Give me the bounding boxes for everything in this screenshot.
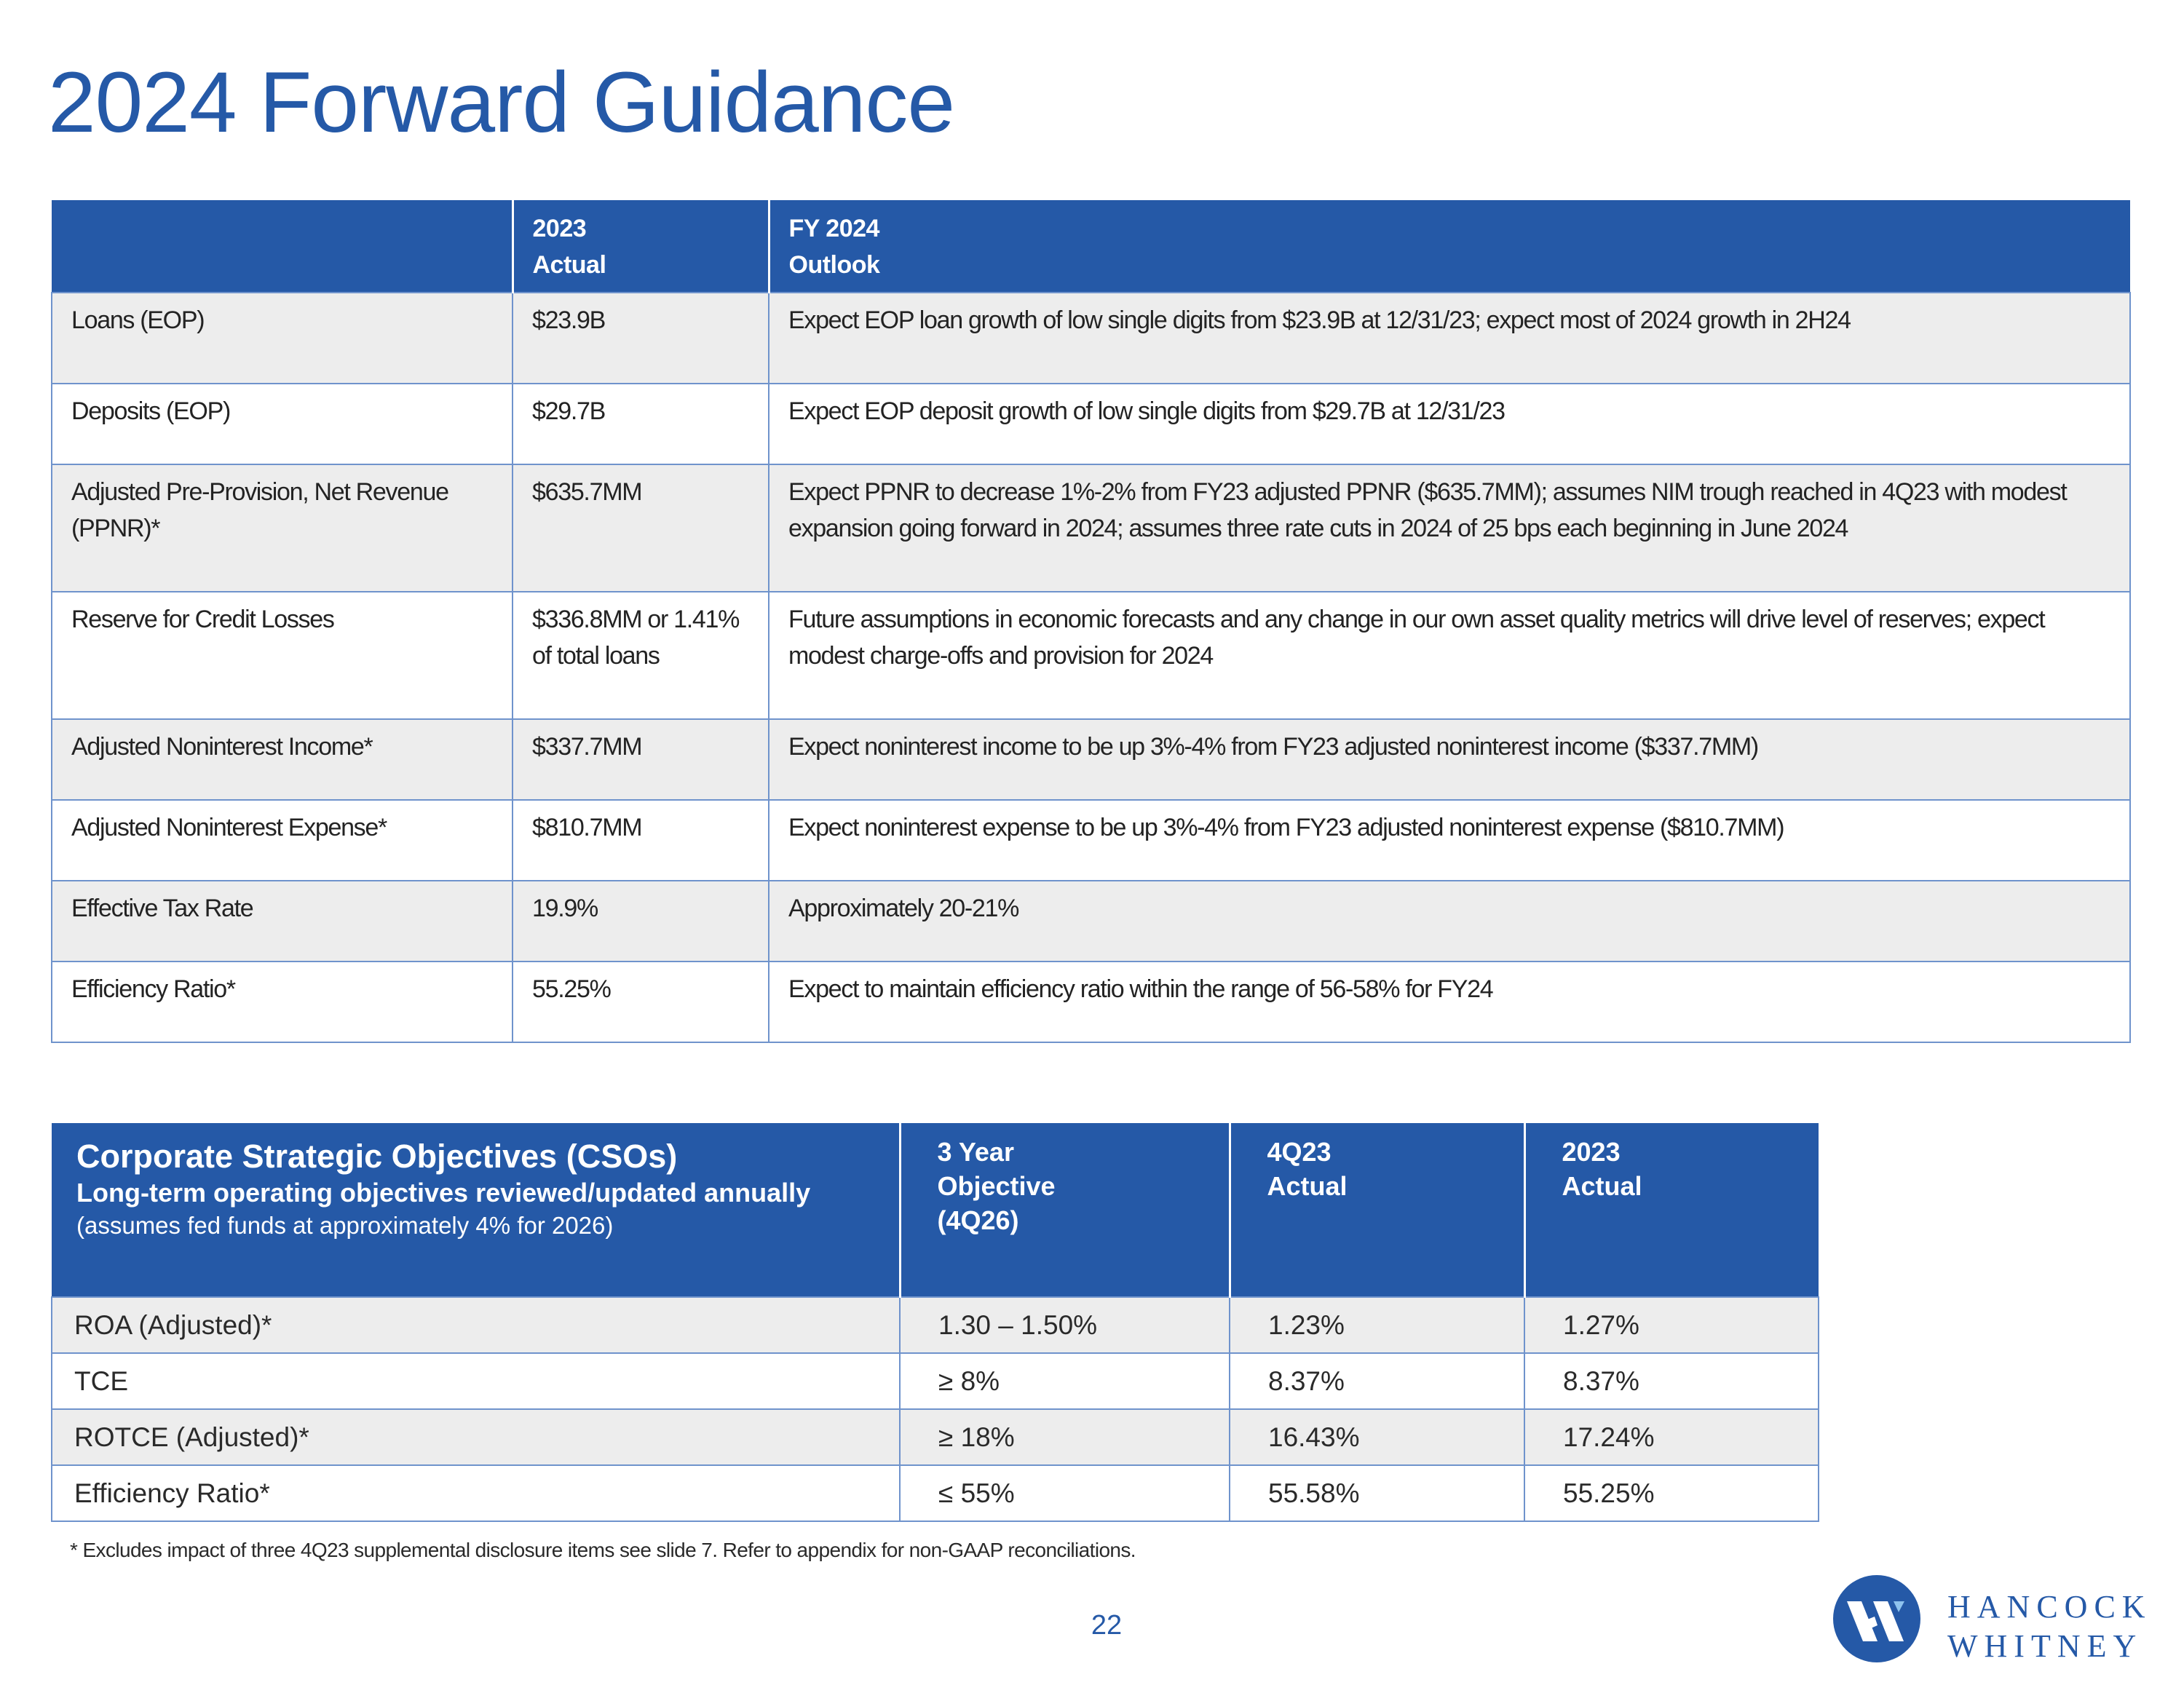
table-row: ROA (Adjusted)* 1.30 – 1.50% 1.23% 1.27%: [51, 1296, 1819, 1354]
metric-label: Efficiency Ratio*: [51, 961, 513, 1043]
cso-metric-label: TCE: [51, 1352, 901, 1410]
cso-objective: ≥ 18%: [899, 1408, 1230, 1466]
cso-2023-actual: 1.27%: [1524, 1296, 1819, 1354]
actual-value: $337.7MM: [512, 718, 769, 801]
table-row: Efficiency Ratio* 55.25% Expect to maint…: [51, 961, 2131, 1043]
outlook-text: Expect noninterest expense to be up 3%-4…: [768, 799, 2131, 881]
hancock-whitney-h-mark-icon: [1833, 1575, 1920, 1662]
table-row: ROTCE (Adjusted)* ≥ 18% 16.43% 17.24%: [51, 1408, 1819, 1466]
header-4q23-actual: 4Q23 Actual: [1228, 1123, 1524, 1297]
outlook-text: Approximately 20-21%: [768, 880, 2131, 962]
cso-objective: ≤ 55%: [899, 1464, 1230, 1522]
cso-4q23-actual: 16.43%: [1229, 1408, 1525, 1466]
outlook-text: Future assumptions in economic forecasts…: [768, 591, 2131, 720]
actual-value: $635.7MM: [512, 464, 769, 592]
table-row: Efficiency Ratio* ≤ 55% 55.58% 55.25%: [51, 1464, 1819, 1522]
cso-metric-label: Efficiency Ratio*: [51, 1464, 901, 1522]
cso-subtitle: Long-term operating objectives reviewed/…: [76, 1178, 811, 1208]
cso-objective: 1.30 – 1.50%: [899, 1296, 1230, 1354]
corporate-strategic-objectives-table: Corporate Strategic Objectives (CSOs) Lo…: [51, 1123, 1819, 1522]
outlook-text: Expect EOP loan growth of low single dig…: [768, 292, 2131, 384]
cso-title: Corporate Strategic Objectives (CSOs): [76, 1138, 678, 1175]
cso-2023-actual: 8.37%: [1524, 1352, 1819, 1410]
guidance-header-row: 2023 Actual FY 2024 Outlook: [52, 200, 2130, 293]
cso-metric-label: ROA (Adjusted)*: [51, 1296, 901, 1354]
outlook-text: Expect PPNR to decrease 1%-2% from FY23 …: [768, 464, 2131, 592]
cso-4q23-actual: 8.37%: [1229, 1352, 1525, 1410]
header-fy2024-outlook: FY 2024 Outlook: [767, 200, 2130, 293]
table-row: Reserve for Credit Losses $336.8MM or 1.…: [51, 591, 2131, 720]
cso-header-row: Corporate Strategic Objectives (CSOs) Lo…: [52, 1123, 1819, 1297]
metric-label: Effective Tax Rate: [51, 880, 513, 962]
actual-value: 19.9%: [512, 880, 769, 962]
metric-label: Adjusted Noninterest Income*: [51, 718, 513, 801]
metric-label: Loans (EOP): [51, 292, 513, 384]
cso-4q23-actual: 1.23%: [1229, 1296, 1525, 1354]
actual-value: $29.7B: [512, 383, 769, 465]
header-2023-actual: 2023 Actual: [1523, 1123, 1819, 1297]
footnote: * Excludes impact of three 4Q23 suppleme…: [70, 1539, 1136, 1561]
table-row: Adjusted Pre-Provision, Net Revenue (PPN…: [51, 464, 2131, 592]
header-metric: [52, 200, 513, 293]
cso-objective: ≥ 8%: [899, 1352, 1230, 1410]
table-row: Effective Tax Rate 19.9% Approximately 2…: [51, 880, 2131, 962]
table-row: Deposits (EOP) $29.7B Expect EOP deposit…: [51, 383, 2131, 465]
cso-metric-label: ROTCE (Adjusted)*: [51, 1408, 901, 1466]
cso-4q23-actual: 55.58%: [1229, 1464, 1525, 1522]
outlook-text: Expect noninterest income to be up 3%-4%…: [768, 718, 2131, 801]
metric-label: Reserve for Credit Losses: [51, 591, 513, 720]
table-row: TCE ≥ 8% 8.37% 8.37%: [51, 1352, 1819, 1410]
cso-2023-actual: 17.24%: [1524, 1408, 1819, 1466]
actual-value: $336.8MM or 1.41% of total loans: [512, 591, 769, 720]
metric-label: Adjusted Pre-Provision, Net Revenue (PPN…: [51, 464, 513, 592]
cso-header-title-cell: Corporate Strategic Objectives (CSOs) Lo…: [52, 1123, 900, 1297]
table-row: Loans (EOP) $23.9B Expect EOP loan growt…: [51, 292, 2131, 384]
outlook-text: Expect to maintain efficiency ratio with…: [768, 961, 2131, 1043]
actual-value: 55.25%: [512, 961, 769, 1043]
table-row: Adjusted Noninterest Income* $337.7MM Ex…: [51, 718, 2131, 801]
table-row: Adjusted Noninterest Expense* $810.7MM E…: [51, 799, 2131, 881]
actual-value: $23.9B: [512, 292, 769, 384]
header-2023-actual: 2023 Actual: [511, 200, 769, 293]
metric-label: Adjusted Noninterest Expense*: [51, 799, 513, 881]
header-3-year-objective: 3 Year Objective (4Q26): [898, 1123, 1230, 1297]
page-number: 22: [1091, 1610, 1123, 1641]
outlook-text: Expect EOP deposit growth of low single …: [768, 383, 2131, 465]
actual-value: $810.7MM: [512, 799, 769, 881]
forward-guidance-table: 2023 Actual FY 2024 Outlook Loans (EOP) …: [51, 200, 2131, 1043]
metric-label: Deposits (EOP): [51, 383, 513, 465]
hancock-whitney-logo: HANCOCK WHITNEY: [1832, 1574, 2145, 1665]
cso-2023-actual: 55.25%: [1524, 1464, 1819, 1522]
page-title: 2024 Forward Guidance: [48, 55, 955, 151]
cso-note: (assumes fed funds at approximately 4% f…: [76, 1212, 614, 1239]
logo-wordmark: HANCOCK WHITNEY: [1947, 1589, 2152, 1664]
